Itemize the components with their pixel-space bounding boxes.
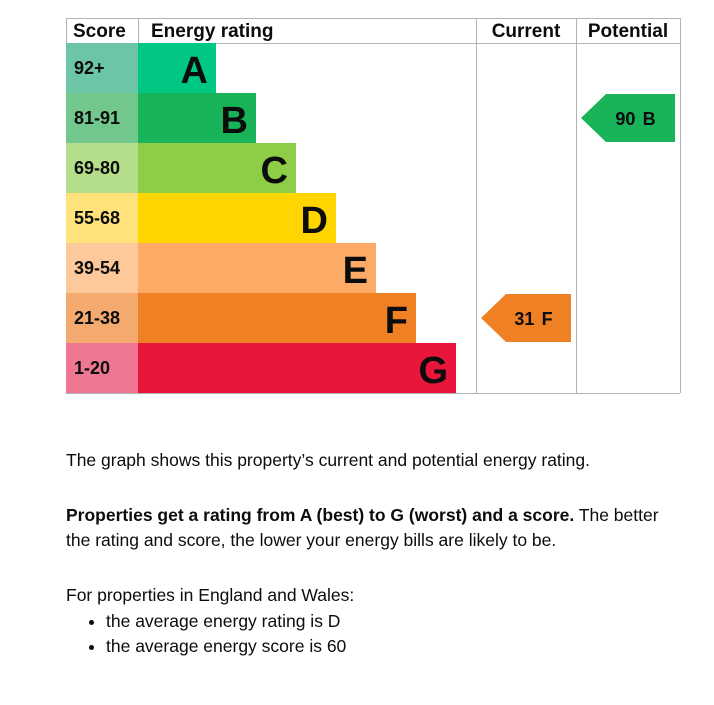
rating-bar-c <box>138 143 296 193</box>
score-cell-c <box>66 143 138 193</box>
score-cell-e <box>66 243 138 293</box>
score-cell-g <box>66 343 138 393</box>
header-energy-rating: Energy rating <box>151 21 273 42</box>
score-range-d: 55-68 <box>74 208 120 228</box>
score-cell-a <box>66 43 138 93</box>
rating-bar-b <box>138 93 256 143</box>
intro-text: The graph shows this property’s current … <box>66 449 591 470</box>
score-range-g: 1-20 <box>74 358 110 378</box>
score-range-a: 92+ <box>74 58 105 78</box>
rating-letter-f: F <box>385 300 408 342</box>
rating-explanation-bold: Properties get a rating from A (best) to… <box>66 504 575 525</box>
current-arrow-label: 31 F <box>514 309 552 329</box>
rating-explanation-rest: The better the rating and score, the low… <box>66 504 659 550</box>
rating-bar-f <box>138 293 416 343</box>
rating-bar-g <box>138 343 456 393</box>
rating-letter-c: C <box>261 150 288 192</box>
score-range-f: 21-38 <box>74 308 120 328</box>
potential-arrow <box>581 94 675 142</box>
region-text: For properties in England and Wales: <box>66 584 355 605</box>
score-cell-b <box>66 93 138 143</box>
rating-bar-d <box>138 193 336 243</box>
rating-explanation: Properties get a rating from A (best) to… <box>66 503 686 553</box>
rating-letter-g: G <box>418 350 448 392</box>
header-current: Current <box>492 21 561 42</box>
rating-letter-d: D <box>301 200 328 242</box>
rating-bar-e <box>138 243 376 293</box>
current-arrow <box>481 294 571 342</box>
rating-letter-b: B <box>221 100 248 142</box>
rating-bar-a <box>138 43 216 93</box>
average-score-item: the average energy score is 60 <box>106 634 346 659</box>
potential-arrow-label: 90 B <box>615 109 655 129</box>
average-rating-item: the average energy rating is D <box>106 609 346 634</box>
rating-letter-a: A <box>181 50 208 92</box>
score-cell-d <box>66 193 138 243</box>
score-range-b: 81-91 <box>74 108 120 128</box>
rating-letter-e: E <box>343 250 368 292</box>
score-range-c: 69-80 <box>74 158 120 178</box>
header-potential: Potential <box>588 21 668 42</box>
score-cell-f <box>66 293 138 343</box>
average-list: the average energy rating is D the avera… <box>66 609 346 659</box>
score-range-e: 39-54 <box>74 258 120 278</box>
epc-chart: Score Energy rating Current Potential 92+ A 81… <box>66 18 681 394</box>
header-score: Score <box>73 21 126 42</box>
